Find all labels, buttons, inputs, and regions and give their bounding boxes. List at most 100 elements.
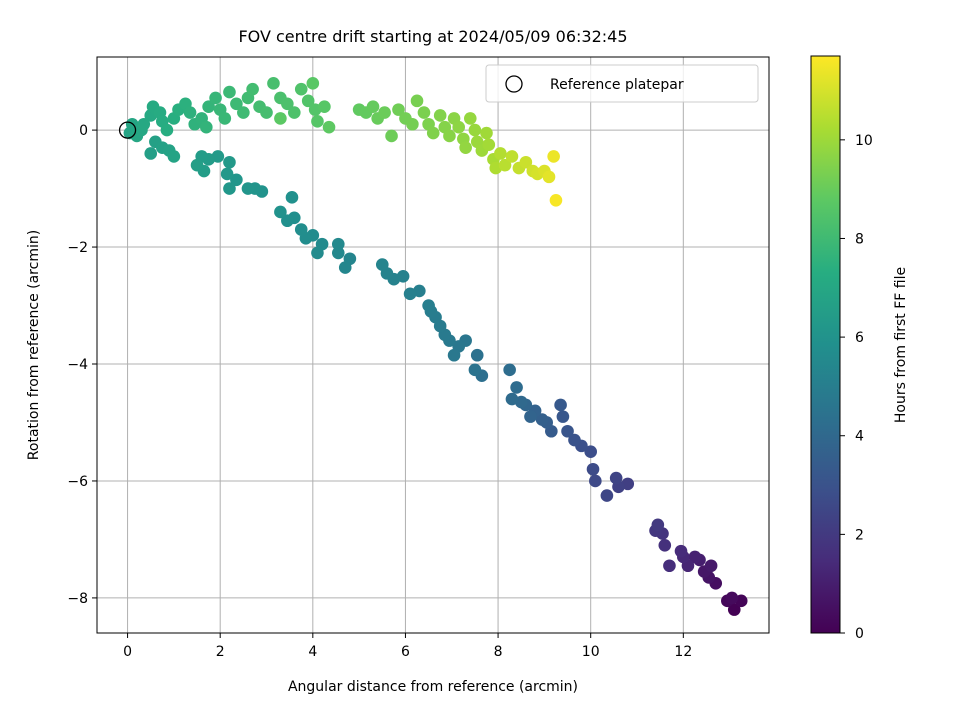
data-point bbox=[658, 538, 672, 552]
data-point bbox=[237, 106, 250, 119]
legend-marker bbox=[505, 75, 523, 93]
data-point bbox=[392, 103, 405, 116]
data-point bbox=[535, 413, 549, 426]
data-point bbox=[230, 173, 243, 187]
data-point bbox=[589, 474, 602, 488]
data-point bbox=[459, 141, 472, 154]
data-point bbox=[463, 112, 477, 125]
data-point bbox=[331, 237, 345, 251]
data-point bbox=[417, 106, 431, 119]
data-point bbox=[494, 147, 507, 160]
data-point bbox=[306, 77, 320, 90]
data-point bbox=[294, 223, 308, 236]
y-axis-label: Rotation from reference (arcmin) bbox=[26, 230, 42, 460]
data-point bbox=[674, 544, 688, 558]
data-point bbox=[556, 410, 570, 423]
y-axis: 0 −2 −4 −6 −8 bbox=[67, 123, 97, 607]
data-point bbox=[241, 182, 255, 195]
legend-box bbox=[485, 64, 759, 103]
data-points bbox=[123, 77, 748, 616]
colorbar-tick-label: 6 bbox=[855, 330, 864, 346]
y-tick-label: −4 bbox=[67, 357, 88, 373]
data-point bbox=[422, 299, 435, 312]
data-point bbox=[727, 603, 741, 616]
x-axis: 0 2 4 6 8 10 12 bbox=[123, 633, 692, 660]
data-point bbox=[433, 109, 447, 122]
data-point bbox=[338, 261, 352, 274]
data-point bbox=[137, 117, 151, 131]
data-point bbox=[426, 126, 440, 140]
data-point bbox=[281, 214, 294, 228]
legend: Reference platepar bbox=[485, 64, 759, 103]
data-point bbox=[452, 120, 466, 134]
data-point bbox=[274, 112, 287, 125]
data-point bbox=[568, 433, 581, 447]
data-point bbox=[609, 471, 623, 485]
data-point bbox=[600, 489, 614, 502]
x-tick-label: 10 bbox=[582, 644, 600, 660]
colorbar-tick-label: 4 bbox=[855, 429, 864, 445]
x-tick-label: 12 bbox=[674, 644, 692, 660]
reference-marker bbox=[118, 121, 137, 139]
data-point bbox=[406, 117, 419, 131]
data-point bbox=[167, 150, 181, 163]
data-point bbox=[287, 106, 301, 119]
data-point bbox=[301, 94, 315, 108]
colorbar-tick-label: 10 bbox=[855, 133, 873, 149]
data-point bbox=[223, 155, 236, 169]
data-point bbox=[503, 363, 516, 377]
data-point bbox=[410, 94, 424, 108]
data-point bbox=[468, 363, 482, 377]
data-point bbox=[704, 559, 718, 573]
colorbar-gradient bbox=[810, 55, 841, 634]
colorbar: 0 2 4 6 8 10 Hours from first FF file bbox=[810, 55, 909, 642]
data-point bbox=[230, 97, 243, 111]
colorbar-ticks: 0 2 4 6 8 10 bbox=[840, 133, 873, 642]
data-point bbox=[554, 398, 567, 412]
data-point bbox=[651, 518, 665, 532]
data-point bbox=[375, 258, 389, 271]
data-point bbox=[542, 170, 556, 184]
legend-label: Reference platepar bbox=[550, 77, 684, 93]
x-tick-label: 6 bbox=[401, 644, 410, 660]
data-point bbox=[584, 445, 597, 459]
data-point bbox=[267, 77, 280, 90]
x-tick-label: 8 bbox=[494, 644, 503, 660]
data-point bbox=[223, 182, 236, 195]
data-point bbox=[144, 147, 158, 160]
colorbar-tick-label: 2 bbox=[855, 527, 864, 543]
data-point bbox=[274, 205, 287, 219]
data-point bbox=[447, 348, 461, 362]
data-point bbox=[218, 112, 232, 125]
data-point bbox=[260, 106, 273, 119]
data-point bbox=[183, 106, 197, 119]
data-point bbox=[549, 193, 563, 207]
data-point bbox=[318, 100, 331, 114]
data-point bbox=[519, 155, 533, 169]
data-point bbox=[510, 381, 523, 394]
data-point bbox=[468, 123, 482, 137]
data-point bbox=[725, 591, 739, 605]
data-point bbox=[311, 246, 324, 260]
colorbar-tick-label: 8 bbox=[855, 231, 864, 247]
x-tick-label: 0 bbox=[123, 644, 132, 660]
data-point bbox=[322, 120, 336, 134]
data-point bbox=[294, 82, 308, 96]
data-point bbox=[190, 158, 204, 172]
y-tick-label: −2 bbox=[67, 240, 88, 256]
data-point bbox=[199, 120, 213, 134]
plot-frame bbox=[96, 56, 770, 634]
data-point bbox=[202, 100, 215, 114]
data-point bbox=[403, 287, 417, 301]
data-point bbox=[311, 115, 324, 128]
data-point bbox=[246, 82, 259, 96]
data-point bbox=[209, 91, 222, 105]
y-tick-label: −6 bbox=[67, 474, 88, 490]
y-tick-label: 0 bbox=[79, 123, 88, 139]
chart-title: FOV centre drift starting at 2024/05/09 … bbox=[238, 27, 627, 46]
data-point bbox=[505, 150, 519, 163]
data-point bbox=[505, 392, 519, 406]
colorbar-label: Hours from first FF file bbox=[893, 267, 909, 423]
data-point bbox=[281, 97, 294, 111]
